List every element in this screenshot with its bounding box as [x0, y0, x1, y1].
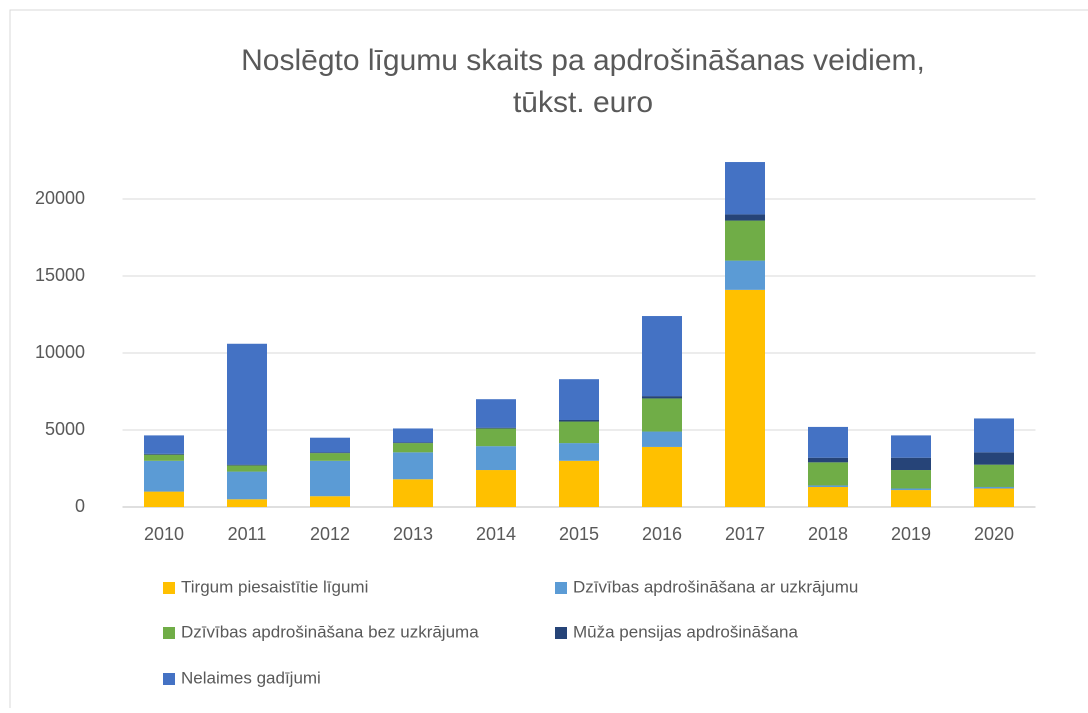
y-tick-label: 20000 [35, 188, 85, 208]
y-tick-label: 0 [75, 496, 85, 516]
bar-segment [393, 452, 433, 480]
bar-segment [808, 462, 848, 486]
bar-segment [974, 464, 1014, 487]
bar-segment [642, 398, 682, 432]
bar-segment [144, 453, 184, 455]
bar-segment [974, 452, 1014, 465]
x-tick-label: 2012 [310, 524, 350, 544]
bar-segment [891, 435, 931, 458]
legend-label: Dzīvības apdrošināšana bez uzkrājuma [181, 622, 479, 641]
x-tick-label: 2017 [725, 524, 765, 544]
x-tick-label: 2019 [891, 524, 931, 544]
bar-segment [227, 464, 267, 466]
bar-segment [642, 316, 682, 397]
x-tick-label: 2011 [228, 524, 267, 544]
bar-segment [808, 486, 848, 507]
bar-segment [808, 485, 848, 487]
bar-segment [891, 490, 931, 507]
legend-swatch [163, 673, 175, 685]
bar-segment [559, 443, 599, 461]
bar-segment [559, 379, 599, 420]
bar-segment [476, 446, 516, 471]
bar-segment [725, 260, 765, 290]
bar-segment [144, 491, 184, 507]
bar-segment [476, 470, 516, 507]
bar-segment [227, 471, 267, 500]
bar-segment [808, 426, 848, 458]
bar-segment [808, 457, 848, 463]
x-tick-label: 2015 [559, 524, 599, 544]
bar-segment [144, 460, 184, 492]
bar-segment [559, 460, 599, 507]
bar-segment [642, 446, 682, 507]
x-tick-label: 2018 [808, 524, 848, 544]
bar-segment [393, 479, 433, 507]
bar-segment [891, 457, 931, 471]
bar-segment [310, 437, 350, 453]
legend-label: Dzīvības apdrošināšana ar uzkrājumu [573, 577, 858, 596]
bar-segment [227, 343, 267, 465]
bar-segment [642, 396, 682, 399]
bar-segment [310, 452, 350, 454]
bar-segment [144, 435, 184, 454]
bar-segment [310, 460, 350, 497]
bar-segment [476, 427, 516, 429]
bar-segment [310, 453, 350, 461]
y-tick-label: 10000 [35, 342, 85, 362]
bar-segment [891, 488, 931, 491]
bar-segment [393, 443, 433, 453]
bar-segment [725, 220, 765, 261]
bar-segment [725, 289, 765, 507]
bar-segment [725, 162, 765, 215]
bar-segment [891, 470, 931, 489]
bar-segment [725, 214, 765, 221]
legend-swatch [555, 582, 567, 594]
bar-segment [559, 419, 599, 422]
y-tick-label: 15000 [35, 265, 85, 285]
x-tick-label: 2014 [476, 524, 516, 544]
legend-label: Mūža pensijas apdrošināšana [573, 622, 798, 641]
bar-segment [476, 399, 516, 428]
bar-segment [974, 488, 1014, 507]
chart-title: Noslēgto līgumu skaits pa apdrošināšanas… [241, 44, 925, 77]
bar-segment [642, 431, 682, 447]
x-tick-label: 2016 [642, 524, 682, 544]
legend-label: Nelaimes gadījumi [181, 668, 321, 687]
bar-segment [310, 496, 350, 507]
bar-segment [144, 454, 184, 461]
bar-segment [393, 428, 433, 443]
bar-segment [393, 442, 433, 444]
x-tick-label: 2020 [974, 524, 1014, 544]
x-tick-label: 2013 [393, 524, 433, 544]
y-tick-label: 5000 [45, 419, 85, 439]
bar-segment [974, 486, 1014, 489]
bar-segment [974, 418, 1014, 453]
chart-border [9, 9, 1088, 713]
legend-label: Tirgum piesaistītie līgumi [181, 577, 368, 596]
chart-title: tūkst. euro [513, 86, 653, 119]
x-tick-label: 2010 [144, 524, 184, 544]
legend-swatch [555, 627, 567, 639]
bar-segment [227, 465, 267, 472]
bar-segment [476, 428, 516, 447]
legend-swatch [163, 582, 175, 594]
legend-swatch [163, 627, 175, 639]
bar-segment [559, 421, 599, 444]
bar-segment [227, 499, 267, 507]
